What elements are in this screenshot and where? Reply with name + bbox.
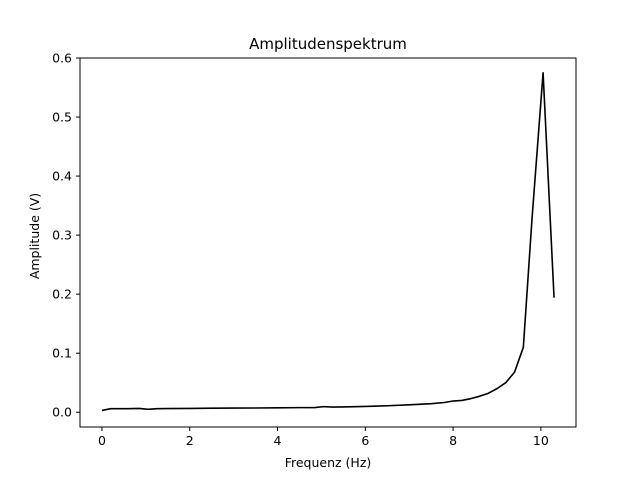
x-tick-label: 2	[186, 433, 194, 448]
plot-area	[101, 71, 555, 412]
x-tick-label: 6	[361, 433, 369, 448]
plot-frame	[79, 57, 577, 428]
x-tick-label: 4	[274, 433, 282, 448]
x-tick-label: 0	[98, 433, 106, 448]
x-axis-label: Frequenz (Hz)	[285, 455, 372, 470]
chart-title: Amplitudenspektrum	[249, 35, 407, 53]
axes: 0 2 4 6 8 10 0.0 0.1 0.2 0.3 0.4 0.5 0.6	[52, 51, 577, 448]
y-tick-label: 0.6	[52, 51, 72, 66]
y-tick-label: 0.3	[52, 228, 72, 243]
x-tick-label: 10	[533, 433, 549, 448]
y-tick-label: 0.4	[52, 169, 72, 184]
y-tick-label: 0.2	[52, 287, 72, 302]
y-axis-label: Amplitude (V)	[27, 193, 42, 279]
x-tick-label: 8	[449, 433, 457, 448]
y-tick-label: 0.5	[52, 110, 72, 125]
y-tick-label: 0.1	[52, 346, 72, 361]
y-tick-label: 0.0	[52, 405, 72, 420]
series-line-0	[101, 71, 555, 412]
